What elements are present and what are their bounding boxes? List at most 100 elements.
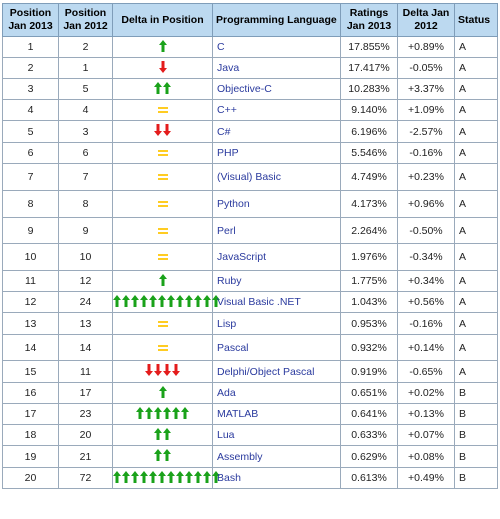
arrow-up-icon xyxy=(167,294,175,307)
cell-language[interactable]: Objective-C xyxy=(212,78,341,100)
cell-language[interactable]: Bash xyxy=(212,467,341,489)
arrow-up-icon xyxy=(154,81,162,94)
cell-position-2013: 17 xyxy=(2,403,59,425)
cell-position-2013: 16 xyxy=(2,382,59,404)
equal-icon xyxy=(157,227,168,234)
arrow-down-icon xyxy=(145,364,153,376)
arrow-up-icon xyxy=(113,294,121,307)
cell-position-2012: 10 xyxy=(58,243,113,271)
cell-position-2012: 2 xyxy=(58,36,113,58)
cell-position-2012: 6 xyxy=(58,142,113,164)
cell-position-2013: 9 xyxy=(2,217,59,244)
cell-language[interactable]: Visual Basic .NET xyxy=(212,291,341,313)
cell-language[interactable]: Java xyxy=(212,57,341,79)
header-position-2012: Position Jan 2012 xyxy=(58,3,113,37)
table-row: 2 1 Java 17.417% -0.05% A xyxy=(2,57,498,79)
cell-position-2013: 11 xyxy=(2,270,59,292)
cell-language[interactable]: Pascal xyxy=(212,334,341,361)
cell-position-2013: 6 xyxy=(2,142,59,164)
cell-delta: -2.57% xyxy=(397,120,455,143)
arrow-up-icon xyxy=(140,470,148,483)
table-row: 11 12 Ruby 1.775% +0.34% A xyxy=(2,270,498,292)
table-row: 14 14 Pascal 0.932% +0.14% A xyxy=(2,334,498,361)
cell-rating: 1.976% xyxy=(340,243,398,271)
cell-language[interactable]: Delphi/Object Pascal xyxy=(212,360,341,383)
position-change-indicator xyxy=(154,427,171,440)
cell-delta-in-position xyxy=(112,57,213,79)
cell-language[interactable]: C++ xyxy=(212,99,341,121)
cell-language[interactable]: Lua xyxy=(212,424,341,446)
cell-language[interactable]: PHP xyxy=(212,142,341,164)
cell-position-2012: 12 xyxy=(58,270,113,292)
cell-language[interactable]: C# xyxy=(212,120,341,143)
position-change-indicator xyxy=(145,364,180,376)
cell-delta-in-position xyxy=(112,217,213,244)
cell-language[interactable]: MATLAB xyxy=(212,403,341,425)
cell-position-2012: 72 xyxy=(58,467,113,489)
cell-status: A xyxy=(454,270,498,292)
cell-delta: +0.02% xyxy=(397,382,455,404)
cell-delta: +0.34% xyxy=(397,270,455,292)
cell-status: A xyxy=(454,190,498,218)
arrow-up-icon xyxy=(140,294,148,307)
cell-rating: 1.043% xyxy=(340,291,398,313)
cell-delta: +0.14% xyxy=(397,334,455,361)
cell-status: A xyxy=(454,36,498,58)
cell-status: A xyxy=(454,312,498,335)
cell-status: A xyxy=(454,163,498,191)
arrow-up-icon xyxy=(181,406,189,419)
cell-language[interactable]: Ada xyxy=(212,382,341,404)
table-row: 15 11 Delphi/Object Pascal 0.919% -0.65% A xyxy=(2,360,498,383)
cell-language[interactable]: Perl xyxy=(212,217,341,244)
arrow-up-icon xyxy=(158,294,166,307)
cell-language[interactable]: Lisp xyxy=(212,312,341,335)
table-row: 4 4 C++ 9.140% +1.09% A xyxy=(2,99,498,121)
cell-rating: 0.953% xyxy=(340,312,398,335)
cell-position-2012: 17 xyxy=(58,382,113,404)
cell-position-2012: 5 xyxy=(58,78,113,100)
arrow-up-icon xyxy=(163,449,171,461)
cell-delta: +3.37% xyxy=(397,78,455,100)
cell-rating: 4.749% xyxy=(340,163,398,191)
table-row: 3 5 Objective-C 10.283% +3.37% A xyxy=(2,78,498,100)
cell-language[interactable]: (Visual) Basic xyxy=(212,163,341,191)
cell-status: A xyxy=(454,243,498,271)
cell-language[interactable]: Ruby xyxy=(212,270,341,292)
ranking-table: Position Jan 2013 Position Jan 2012 Delt… xyxy=(2,3,498,489)
arrow-up-icon xyxy=(149,294,157,307)
cell-language[interactable]: Assembly xyxy=(212,445,341,468)
table-row: 13 13 Lisp 0.953% -0.16% A xyxy=(2,312,498,335)
cell-delta-in-position xyxy=(112,163,213,191)
position-change-indicator xyxy=(154,81,171,94)
cell-delta: +0.56% xyxy=(397,291,455,313)
position-change-indicator xyxy=(157,254,168,260)
arrow-up-icon xyxy=(203,470,211,483)
position-change-indicator xyxy=(113,294,220,307)
arrow-up-icon xyxy=(122,470,130,483)
arrow-up-icon xyxy=(167,470,175,483)
table-row: 10 10 JavaScript 1.976% -0.34% A xyxy=(2,243,498,271)
cell-position-2012: 13 xyxy=(58,312,113,335)
cell-delta-in-position xyxy=(112,270,213,292)
cell-position-2012: 11 xyxy=(58,360,113,383)
arrow-up-icon xyxy=(163,406,171,419)
arrow-down-icon xyxy=(154,364,162,376)
arrow-up-icon xyxy=(158,470,166,483)
cell-position-2013: 19 xyxy=(2,445,59,468)
cell-rating: 0.633% xyxy=(340,424,398,446)
cell-delta-in-position xyxy=(112,445,213,468)
cell-position-2012: 7 xyxy=(58,163,113,191)
header-status: Status xyxy=(454,3,498,37)
cell-status: B xyxy=(454,382,498,404)
cell-position-2013: 13 xyxy=(2,312,59,335)
cell-language[interactable]: JavaScript xyxy=(212,243,341,271)
position-change-indicator xyxy=(136,406,189,419)
cell-delta: +0.96% xyxy=(397,190,455,218)
cell-language[interactable]: C xyxy=(212,36,341,58)
table-row: 1 2 C 17.855% +0.89% A xyxy=(2,36,498,58)
cell-rating: 0.629% xyxy=(340,445,398,468)
cell-rating: 0.919% xyxy=(340,360,398,383)
table-row: 18 20 Lua 0.633% +0.07% B xyxy=(2,424,498,446)
cell-delta: +0.23% xyxy=(397,163,455,191)
cell-language[interactable]: Python xyxy=(212,190,341,218)
